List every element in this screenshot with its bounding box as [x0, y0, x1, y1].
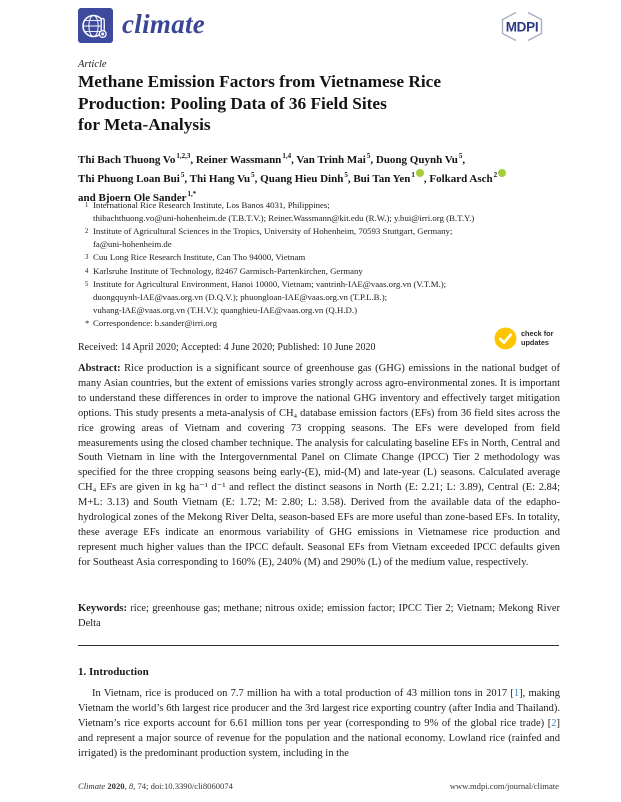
- author: Duong Quynh Vu5,: [375, 152, 466, 166]
- abstract-label: Abstract:: [78, 363, 121, 374]
- author: Bui Tan Yen1,: [353, 169, 430, 185]
- abstract: Abstract: Rice production is a significa…: [78, 363, 560, 568]
- author: Van Trinh Mai5,: [296, 152, 376, 166]
- introduction-paragraph: In Vietnam, rice is produced on 7.7 mill…: [78, 688, 560, 759]
- check-for-updates-badge[interactable]: check for updates: [494, 327, 553, 350]
- mdpi-logo: MDPI: [498, 11, 546, 47]
- affiliation: 3 Cuu Long Rice Research Institute, Can …: [85, 251, 306, 262]
- citation-link-2[interactable]: 2: [551, 718, 557, 729]
- page-footer: Climate 2020, 8, 74; doi:10.3390/cli8060…: [78, 781, 559, 791]
- article-type-label: Article: [78, 59, 107, 70]
- author: and Bjoern Ole Sander1,*: [78, 190, 197, 204]
- page-title: Methane Emission Factors from Vietnamese…: [78, 72, 441, 135]
- author: Quang Hieu Dinh5,: [260, 171, 354, 185]
- author: Thi Bach Thuong Vo1,2,3,: [78, 152, 196, 166]
- author-list: Thi Bach Thuong Vo1,2,3, Reiner Wassmann…: [78, 149, 562, 206]
- doi-link[interactable]: , 74; doi:10.3390/cli8060074: [133, 781, 233, 791]
- journal-wordmark: climate: [122, 9, 206, 39]
- author: Thi Hang Vu5,: [189, 171, 261, 185]
- affiliation: 2 Institute of Agricultural Sciences in …: [85, 225, 453, 249]
- author: Folkard Asch2: [429, 169, 507, 185]
- author: Reiner Wassmann1,4,: [195, 152, 297, 166]
- citation-link-1[interactable]: 1: [513, 688, 520, 699]
- affiliation-list: 1 International Rice Research Institute,…: [78, 199, 562, 330]
- footer-citation: Climate 2020, 8, 74; doi:10.3390/cli8060…: [78, 781, 233, 791]
- mdpi-wordmark: MDPI: [506, 20, 539, 35]
- dates-line: Received: 14 April 2020; Accepted: 4 Jun…: [78, 342, 376, 353]
- affiliation: 1 International Rice Research Institute,…: [85, 200, 475, 223]
- journal-url-link[interactable]: www.mdpi.com/journal/climate: [449, 781, 559, 791]
- section-heading-introduction: 1. Introduction: [78, 666, 149, 678]
- correspondence-line: * Correspondence: b.sander@irri.org: [78, 317, 562, 330]
- globe-thermometer-icon: [82, 14, 107, 39]
- affiliation: 5 Institute for Agricultural Environment…: [85, 279, 447, 316]
- checkmark-icon: [494, 327, 517, 350]
- keywords-label: Keywords:: [78, 603, 127, 614]
- orcid-icon[interactable]: [498, 169, 507, 178]
- correspondence-email[interactable]: Correspondence: b.sander@irri.org: [93, 318, 217, 329]
- author: Thi Phuong Loan Bui5,: [78, 171, 190, 185]
- orcid-icon[interactable]: [415, 169, 424, 178]
- section-divider: [78, 645, 559, 646]
- climate-journal-logo-icon: [78, 8, 113, 43]
- affiliation: 4 Karlsruhe Institute of Technology, 824…: [85, 265, 363, 276]
- keywords: Keywords: rice; greenhouse gas; methane;…: [78, 603, 560, 629]
